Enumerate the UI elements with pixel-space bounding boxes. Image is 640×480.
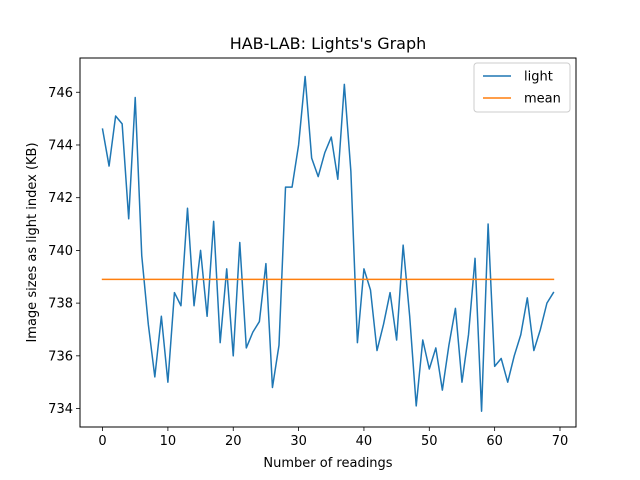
series-line-light	[101, 75, 555, 412]
x-tick-label: 20	[225, 434, 242, 449]
x-tick-label: 30	[290, 434, 307, 449]
chart-title: HAB-LAB: Lights's Graph	[230, 34, 427, 53]
x-tick-label: 10	[160, 434, 177, 449]
y-axis-label: Image sizes as light index (KB)	[25, 142, 40, 342]
x-tick-label: 40	[356, 434, 373, 449]
x-tick-label: 70	[552, 434, 569, 449]
x-tick-label: 0	[98, 434, 106, 449]
legend: light mean	[473, 62, 571, 113]
x-tick-label: 60	[486, 434, 503, 449]
y-tick-label: 736	[48, 349, 73, 364]
axes-frame	[79, 57, 577, 428]
y-tick-label: 740	[48, 244, 73, 259]
x-axis-label: Number of readings	[263, 456, 392, 471]
y-tick-label: 738	[48, 297, 73, 312]
y-tick-label: 746	[48, 86, 73, 101]
y-tick-label: 744	[48, 138, 73, 153]
x-axis: 0 10 20 30 40 50 60 70	[98, 427, 568, 449]
y-axis: 734 736 738 740 742 744 746	[48, 86, 80, 417]
x-tick-label: 50	[421, 434, 438, 449]
y-tick-label: 734	[48, 402, 73, 417]
plot-area	[101, 75, 555, 412]
legend-label-mean: mean	[524, 92, 561, 107]
y-tick-label: 742	[48, 191, 73, 206]
legend-label-light: light	[524, 70, 553, 85]
